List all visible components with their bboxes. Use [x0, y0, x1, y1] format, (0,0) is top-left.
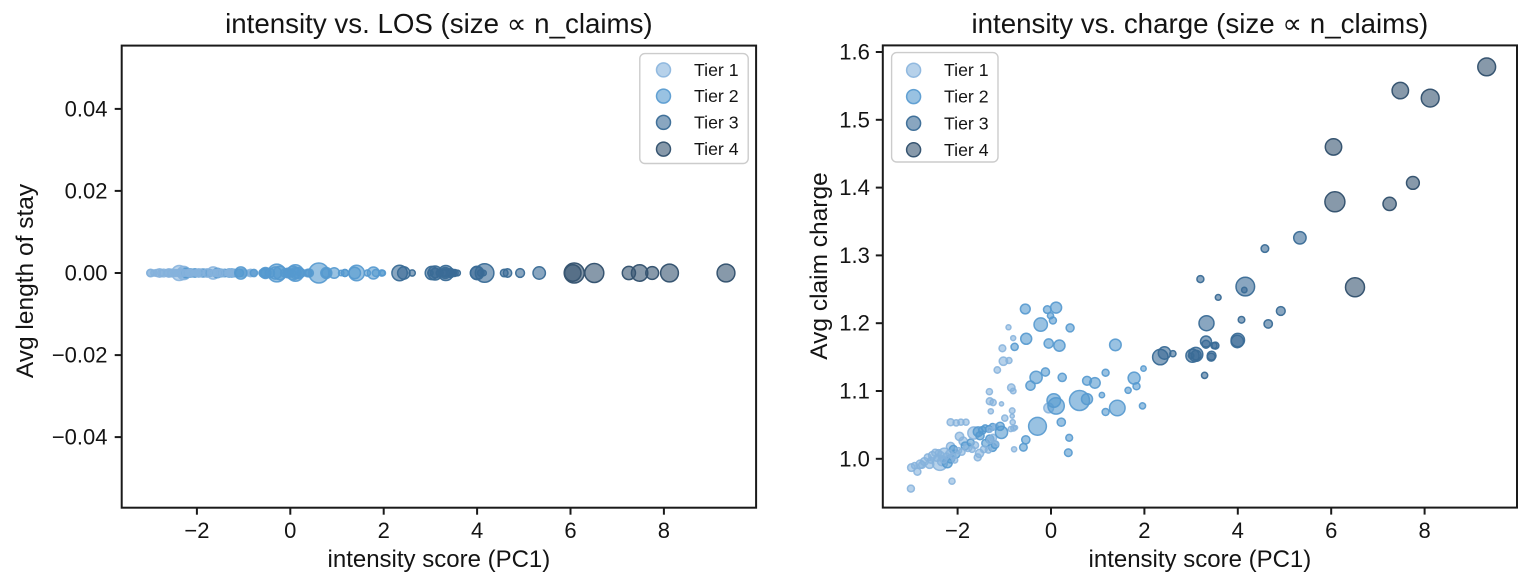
- svg-text:Tier 2: Tier 2: [944, 87, 989, 107]
- svg-text:1.3: 1.3: [839, 243, 870, 268]
- svg-text:6: 6: [564, 518, 576, 543]
- svg-text:Avg length of stay: Avg length of stay: [12, 183, 39, 378]
- svg-text:1.6: 1.6: [839, 40, 870, 65]
- svg-text:1.4: 1.4: [839, 175, 870, 200]
- svg-text:0.02: 0.02: [65, 178, 108, 203]
- svg-text:0: 0: [284, 518, 296, 543]
- svg-text:Tier 4: Tier 4: [694, 139, 739, 159]
- svg-text:1.1: 1.1: [839, 379, 870, 404]
- svg-text:intensity vs. charge (size ∝ n: intensity vs. charge (size ∝ n_claims): [972, 8, 1429, 39]
- svg-text:8: 8: [1418, 518, 1430, 543]
- svg-text:intensity score (PC1): intensity score (PC1): [328, 546, 551, 573]
- svg-text:−0.04: −0.04: [52, 425, 108, 450]
- svg-text:Tier 1: Tier 1: [944, 60, 989, 80]
- svg-text:−0.02: −0.02: [52, 343, 108, 368]
- svg-text:4: 4: [1232, 518, 1244, 543]
- svg-text:Avg claim charge: Avg claim charge: [806, 172, 833, 359]
- svg-text:0.00: 0.00: [65, 261, 108, 286]
- svg-text:0: 0: [1045, 518, 1057, 543]
- svg-text:Tier 4: Tier 4: [944, 140, 989, 160]
- svg-text:6: 6: [1325, 518, 1337, 543]
- svg-text:Tier 1: Tier 1: [694, 60, 739, 80]
- svg-text:intensity score (PC1): intensity score (PC1): [1089, 546, 1312, 573]
- svg-text:1.2: 1.2: [839, 311, 870, 336]
- svg-text:8: 8: [658, 518, 670, 543]
- svg-text:−2: −2: [945, 518, 970, 543]
- svg-text:2: 2: [378, 518, 390, 543]
- svg-text:1.5: 1.5: [839, 107, 870, 132]
- svg-text:Tier 2: Tier 2: [694, 86, 739, 106]
- svg-text:Tier 3: Tier 3: [694, 112, 739, 132]
- svg-text:2: 2: [1138, 518, 1150, 543]
- svg-text:−2: −2: [184, 518, 209, 543]
- svg-text:0.04: 0.04: [65, 96, 108, 121]
- svg-text:4: 4: [471, 518, 483, 543]
- svg-text:1.0: 1.0: [839, 446, 870, 471]
- svg-text:Tier 3: Tier 3: [944, 113, 989, 133]
- svg-text:intensity vs. LOS (size ∝ n_cl: intensity vs. LOS (size ∝ n_claims): [225, 8, 653, 39]
